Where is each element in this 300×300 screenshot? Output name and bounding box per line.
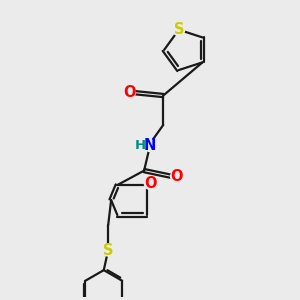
Circle shape xyxy=(171,171,182,182)
Circle shape xyxy=(102,244,114,256)
Circle shape xyxy=(173,24,185,36)
Text: S: S xyxy=(173,22,184,37)
Circle shape xyxy=(144,140,156,152)
Circle shape xyxy=(144,178,156,190)
Text: N: N xyxy=(144,138,156,153)
Text: S: S xyxy=(103,243,113,258)
Text: O: O xyxy=(170,169,183,184)
Text: O: O xyxy=(144,176,157,191)
Circle shape xyxy=(124,87,135,98)
Text: H: H xyxy=(135,139,146,152)
Text: O: O xyxy=(123,85,136,100)
Circle shape xyxy=(135,140,146,152)
